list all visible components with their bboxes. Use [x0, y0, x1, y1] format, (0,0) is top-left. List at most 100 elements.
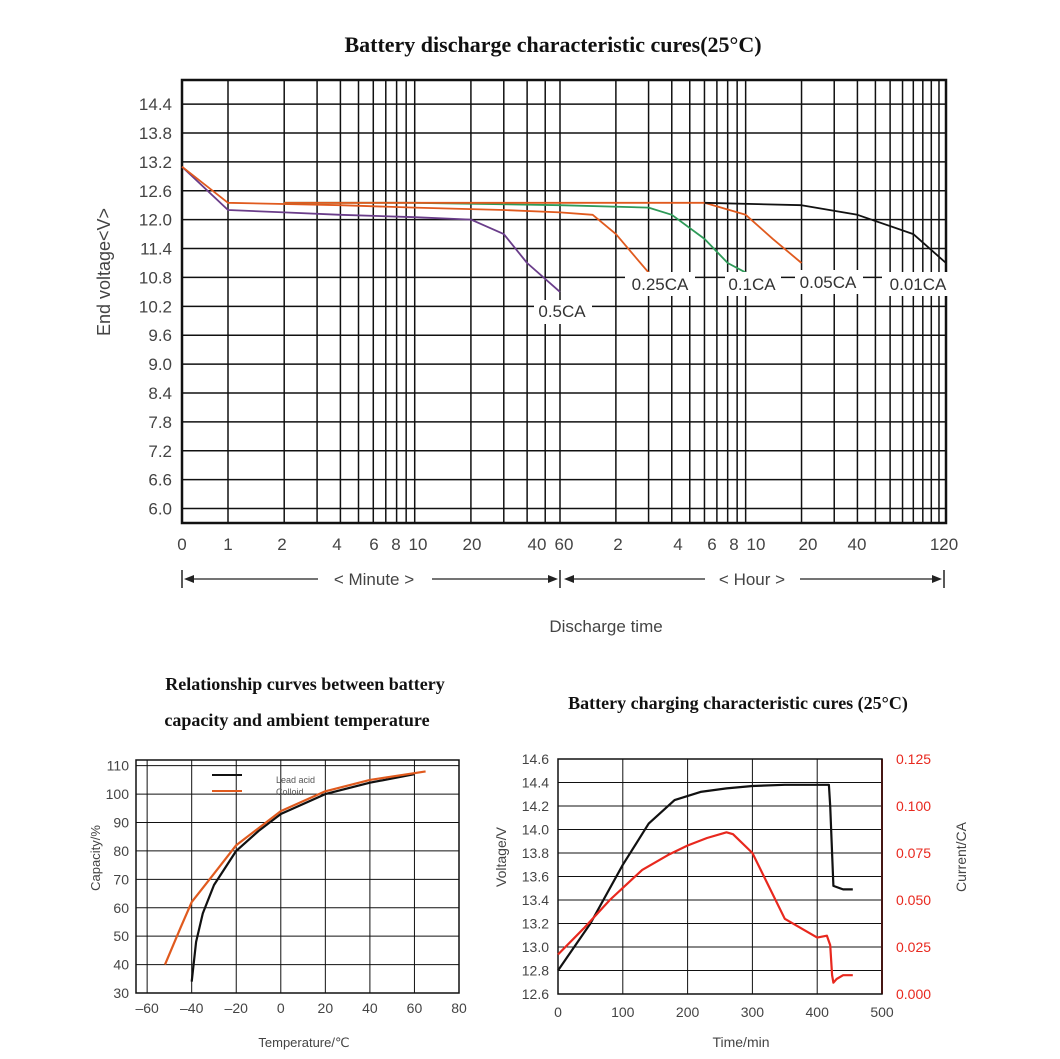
- y-tick-label: 14.0: [522, 822, 549, 838]
- x-tick-label: 120: [930, 535, 958, 554]
- x-tick-label: 4: [673, 535, 682, 554]
- y-tick-label: 10.2: [139, 297, 172, 316]
- discharge-series-line: [704, 201, 947, 264]
- y-tick-label: 110: [107, 758, 130, 774]
- discharge-grid: [182, 80, 947, 523]
- discharge-curve-labels: 0.5CA 0.25CA 0.1CA 0.05CA 0.01CA: [534, 270, 952, 324]
- legend-label-colloid: Colloid: [276, 787, 304, 797]
- y-tick-label: 12.0: [139, 211, 172, 230]
- capacity-title-line-1: Relationship curves between battery: [165, 674, 444, 694]
- y-tick-label: 50: [113, 928, 129, 944]
- x-tick-label: 6: [707, 535, 716, 554]
- discharge-frame: [180, 78, 948, 525]
- y-tick-label: 9.6: [148, 326, 172, 345]
- capacity-series-line: [190, 773, 415, 982]
- y-tick-label: 40: [113, 957, 129, 973]
- minute-range-label: < Minute >: [334, 570, 414, 589]
- capacity-title-line-2: capacity and ambient temperature: [164, 710, 429, 730]
- charging-x-axis-label: Time/min: [712, 1034, 769, 1050]
- y-tick-label: 6.0: [148, 500, 172, 519]
- charging-y2-ticks: 0.125 0.100 0.075 0.050 0.025 0.000: [896, 751, 931, 1002]
- y-tick-label: 10.8: [139, 268, 172, 287]
- curve-label: 0.25CA: [632, 275, 689, 294]
- discharge-title: Battery discharge characteristic cures(2…: [344, 32, 761, 57]
- capacity-x-axis-label: Temperature/℃: [258, 1035, 349, 1050]
- discharge-series-line: [181, 165, 650, 274]
- y-tick-label: 9.0: [148, 355, 172, 374]
- y-tick-label: 12.6: [522, 986, 549, 1002]
- x-tick-label: 10: [747, 535, 766, 554]
- x-tick-label: 2: [277, 535, 286, 554]
- capacity-y-ticks: 110 100 90 80 70 60 50 40 30: [106, 758, 130, 1001]
- x-tick-label: 300: [741, 1004, 765, 1020]
- charging-frame: [557, 758, 883, 995]
- legend-label-lead-acid: Lead acid: [276, 775, 315, 785]
- x-tick-label: 20: [318, 1000, 334, 1016]
- discharge-series: [181, 165, 947, 293]
- y-tick-label: 80: [113, 843, 129, 859]
- curve-label-bg: [795, 270, 863, 294]
- y-tick-label: 30: [113, 985, 129, 1001]
- x-tick-label: 200: [676, 1004, 700, 1020]
- x-tick-label: 500: [870, 1004, 894, 1020]
- y-tick-label: 12.8: [522, 963, 549, 979]
- x-tick-label: 0: [177, 535, 186, 554]
- x-tick-label: 40: [848, 535, 867, 554]
- y-tick-label: 14.4: [522, 775, 549, 791]
- y-tick-label: 7.2: [148, 442, 172, 461]
- y-tick-label: 7.8: [148, 413, 172, 432]
- y2-tick-label: 0.125: [896, 751, 931, 767]
- y-tick-label: 13.2: [522, 916, 549, 932]
- x-tick-label: 100: [611, 1004, 635, 1020]
- y2-tick-label: 0.050: [896, 892, 931, 908]
- y-tick-label: 11.4: [140, 240, 172, 259]
- y-tick-label: 6.6: [148, 471, 172, 490]
- x-tick-label: 8: [729, 535, 738, 554]
- discharge-y-ticks: 14.4 13.8 13.2 12.6 12.0 11.4 10.8 10.2 9.6 9.0 8.…: [139, 95, 172, 518]
- x-tick-label: 20: [463, 535, 482, 554]
- curve-label-bg: [725, 272, 781, 296]
- x-tick-label: 2: [613, 535, 622, 554]
- capacity-chart: Relationship curves between battery capa…: [88, 674, 467, 1050]
- charging-title: Battery charging characteristic cures (2…: [568, 693, 908, 714]
- capacity-series: [163, 770, 426, 982]
- x-tick-label: 6: [369, 535, 378, 554]
- capacity-frame: [135, 759, 460, 994]
- y-tick-label: 90: [113, 815, 129, 831]
- y2-tick-label: 0.025: [896, 939, 931, 955]
- discharge-x-axis-label: Discharge time: [549, 617, 662, 636]
- discharge-range-arrows: < Minute > < Hour >: [181, 570, 945, 589]
- x-tick-label: 0: [277, 1000, 285, 1016]
- x-tick-label: 40: [528, 535, 547, 554]
- y-tick-label: 60: [113, 900, 129, 916]
- y-tick-label: 100: [106, 786, 130, 802]
- discharge-series-line: [284, 201, 747, 274]
- x-tick-label: –60: [135, 1000, 159, 1016]
- curve-label-bg: [534, 300, 592, 324]
- y-tick-label: 14.4: [139, 95, 172, 114]
- hour-range-label: < Hour >: [719, 570, 785, 589]
- curve-label-bg: [625, 272, 695, 296]
- x-tick-label: 20: [799, 535, 818, 554]
- y2-tick-label: 0.075: [896, 845, 931, 861]
- discharge-chart: Battery discharge characteristic cures(2…: [94, 32, 958, 636]
- curve-label-bg: [882, 272, 952, 296]
- y-tick-label: 13.2: [139, 153, 172, 172]
- y-tick-label: 14.2: [522, 798, 549, 814]
- capacity-y-axis-label: Capacity/%: [88, 825, 103, 891]
- capacity-legend: Lead acid Colloid: [212, 774, 315, 797]
- curve-label: 0.01CA: [890, 275, 947, 294]
- discharge-x-ticks: 0 1 2 4 6 8 10 20 40 60 2 4 6 8 10 20 40 120: [177, 535, 958, 554]
- charging-y-axis-label: Voltage/V: [493, 826, 509, 887]
- x-tick-label: –40: [180, 1000, 204, 1016]
- x-tick-label: 4: [332, 535, 341, 554]
- y-tick-label: 70: [113, 871, 129, 887]
- curve-label: 0.05CA: [800, 273, 857, 292]
- curve-label: 0.1CA: [728, 275, 776, 294]
- charging-series-line: [557, 831, 853, 984]
- discharge-series-line: [181, 166, 561, 293]
- x-tick-label: 1: [223, 535, 232, 554]
- x-tick-label: 8: [391, 535, 400, 554]
- capacity-x-ticks: –60 –40 –20 0 20 40 60 80: [135, 1000, 467, 1016]
